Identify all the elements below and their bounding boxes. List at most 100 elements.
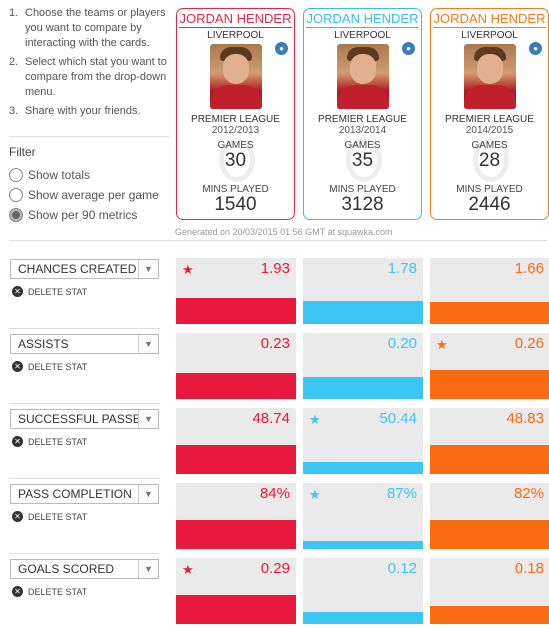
delete-stat-button[interactable]: ✕ DELETE STAT [12, 286, 87, 297]
filter-option-totals[interactable]: Show totals [9, 165, 174, 185]
close-icon: ✕ [12, 361, 23, 372]
stat-value: 1.66 [514, 260, 544, 277]
mins-value: 1540 [214, 194, 257, 215]
club-badge-icon: ● [402, 42, 415, 55]
divider [9, 403, 160, 404]
stat-value: 0.26 [514, 335, 544, 352]
mins-value: 2446 [468, 194, 511, 215]
stat-select[interactable]: ASSISTS ▼ [10, 334, 159, 354]
stat-cell: 1.66 [430, 258, 549, 324]
player-card[interactable]: JORDAN HENDER LIVERPOOL ● PREMIER LEAGUE… [303, 8, 422, 220]
season[interactable]: 2014/2015 [465, 125, 514, 136]
stat-value: 84% [259, 485, 290, 502]
stat-row: CHANCES CREATED ▼ ✕ DELETE STAT ★ 1.93 1… [0, 258, 549, 329]
stat-select[interactable]: SUCCESSFUL PASSES ▼ [10, 409, 159, 429]
filter-title: Filter [9, 145, 36, 159]
stat-bar [430, 520, 549, 549]
close-icon: ✕ [12, 436, 23, 447]
league-name: PREMIER LEAGUE [191, 114, 280, 125]
stat-value: 82% [513, 485, 544, 502]
stat-cell: 0.20 [303, 333, 423, 399]
chevron-down-icon[interactable]: ▼ [138, 410, 158, 428]
stat-bar [430, 445, 549, 474]
games-value: 35 [351, 150, 374, 171]
divider [9, 240, 547, 241]
player-name[interactable]: JORDAN HENDER [179, 11, 292, 28]
stat-value: 0.20 [387, 335, 417, 352]
stat-value: 48.83 [506, 410, 544, 427]
delete-stat-button[interactable]: ✕ DELETE STAT [12, 586, 87, 597]
mins-label: MINS PLAYED [329, 184, 396, 195]
stat-cell: ★ 1.93 [176, 258, 296, 324]
stat-cell: 0.23 [176, 333, 296, 399]
stat-cell: 0.18 [430, 558, 549, 624]
delete-stat-button[interactable]: ✕ DELETE STAT [12, 361, 87, 372]
chevron-down-icon[interactable]: ▼ [138, 335, 158, 353]
instructions-list: 1. Choose the teams or players you want t… [9, 6, 169, 123]
delete-stat-label: DELETE STAT [28, 436, 88, 447]
radio-button[interactable] [9, 168, 23, 182]
stat-cell: ★ 50.44 [303, 408, 423, 474]
radio-button[interactable] [9, 188, 23, 202]
stat-select[interactable]: PASS COMPLETION ▼ [10, 484, 159, 504]
stat-select-value: PASS COMPLETION [18, 487, 132, 501]
games-label: GAMES [344, 140, 381, 151]
games-ring [346, 138, 382, 182]
games-ring [219, 138, 255, 182]
instruction-text: Select which stat you want to compare fr… [25, 56, 167, 98]
stat-value: 0.18 [514, 560, 544, 577]
star-icon: ★ [182, 262, 194, 277]
stat-select[interactable]: GOALS SCORED ▼ [10, 559, 159, 579]
close-icon: ✕ [12, 511, 23, 522]
stat-cell: 84% [176, 483, 296, 549]
stat-cell: 1.78 [303, 258, 423, 324]
club-name: LIVERPOOL [334, 30, 391, 41]
stat-value: 0.12 [387, 560, 417, 577]
games-label: GAMES [217, 140, 254, 151]
chevron-down-icon[interactable]: ▼ [138, 485, 158, 503]
delete-stat-label: DELETE STAT [28, 511, 88, 522]
stat-cell: 48.83 [430, 408, 549, 474]
stat-bar [430, 302, 549, 324]
instruction-text: Share with your friends. [25, 105, 141, 117]
player-card[interactable]: JORDAN HENDER LIVERPOOL ● PREMIER LEAGUE… [176, 8, 295, 220]
star-icon: ★ [182, 562, 194, 577]
chevron-down-icon[interactable]: ▼ [138, 260, 158, 278]
divider [9, 136, 169, 137]
stat-cell: ★ 0.29 [176, 558, 296, 624]
stat-value: 0.23 [260, 335, 290, 352]
games-value: 28 [478, 150, 501, 171]
stat-value: 0.29 [260, 560, 290, 577]
stat-cell: 0.12 [303, 558, 423, 624]
divider [9, 478, 160, 479]
stat-select-value: ASSISTS [18, 337, 69, 351]
stat-select[interactable]: CHANCES CREATED ▼ [10, 259, 159, 279]
player-card[interactable]: JORDAN HENDER LIVERPOOL ● PREMIER LEAGUE… [430, 8, 549, 220]
stat-bar [303, 377, 423, 399]
season[interactable]: 2013/2014 [338, 125, 387, 136]
player-name[interactable]: JORDAN HENDER [306, 11, 419, 28]
stat-bar [303, 541, 423, 549]
season[interactable]: 2012/2013 [211, 125, 260, 136]
stat-value: 48.74 [252, 410, 290, 427]
stat-bar [430, 606, 549, 624]
filter-option-per90[interactable]: Show per 90 metrics [9, 205, 174, 225]
league-name: PREMIER LEAGUE [318, 114, 407, 125]
player-photo [463, 44, 516, 109]
player-photo [336, 44, 389, 109]
filter-option-average[interactable]: Show average per game [9, 185, 174, 205]
mins-value: 3128 [341, 194, 384, 215]
radio-button-selected[interactable] [9, 208, 23, 222]
delete-stat-button[interactable]: ✕ DELETE STAT [12, 436, 87, 447]
club-badge-icon: ● [529, 42, 542, 55]
player-name[interactable]: JORDAN HENDER [433, 11, 546, 28]
stat-cell: 82% [430, 483, 549, 549]
games-label: GAMES [471, 140, 508, 151]
stat-bar [430, 370, 549, 399]
chevron-down-icon[interactable]: ▼ [138, 560, 158, 578]
delete-stat-button[interactable]: ✕ DELETE STAT [12, 511, 87, 522]
stat-bar [176, 520, 296, 549]
club-name: LIVERPOOL [461, 30, 518, 41]
games-block: GAMES 35 [304, 138, 421, 182]
divider [9, 328, 160, 329]
